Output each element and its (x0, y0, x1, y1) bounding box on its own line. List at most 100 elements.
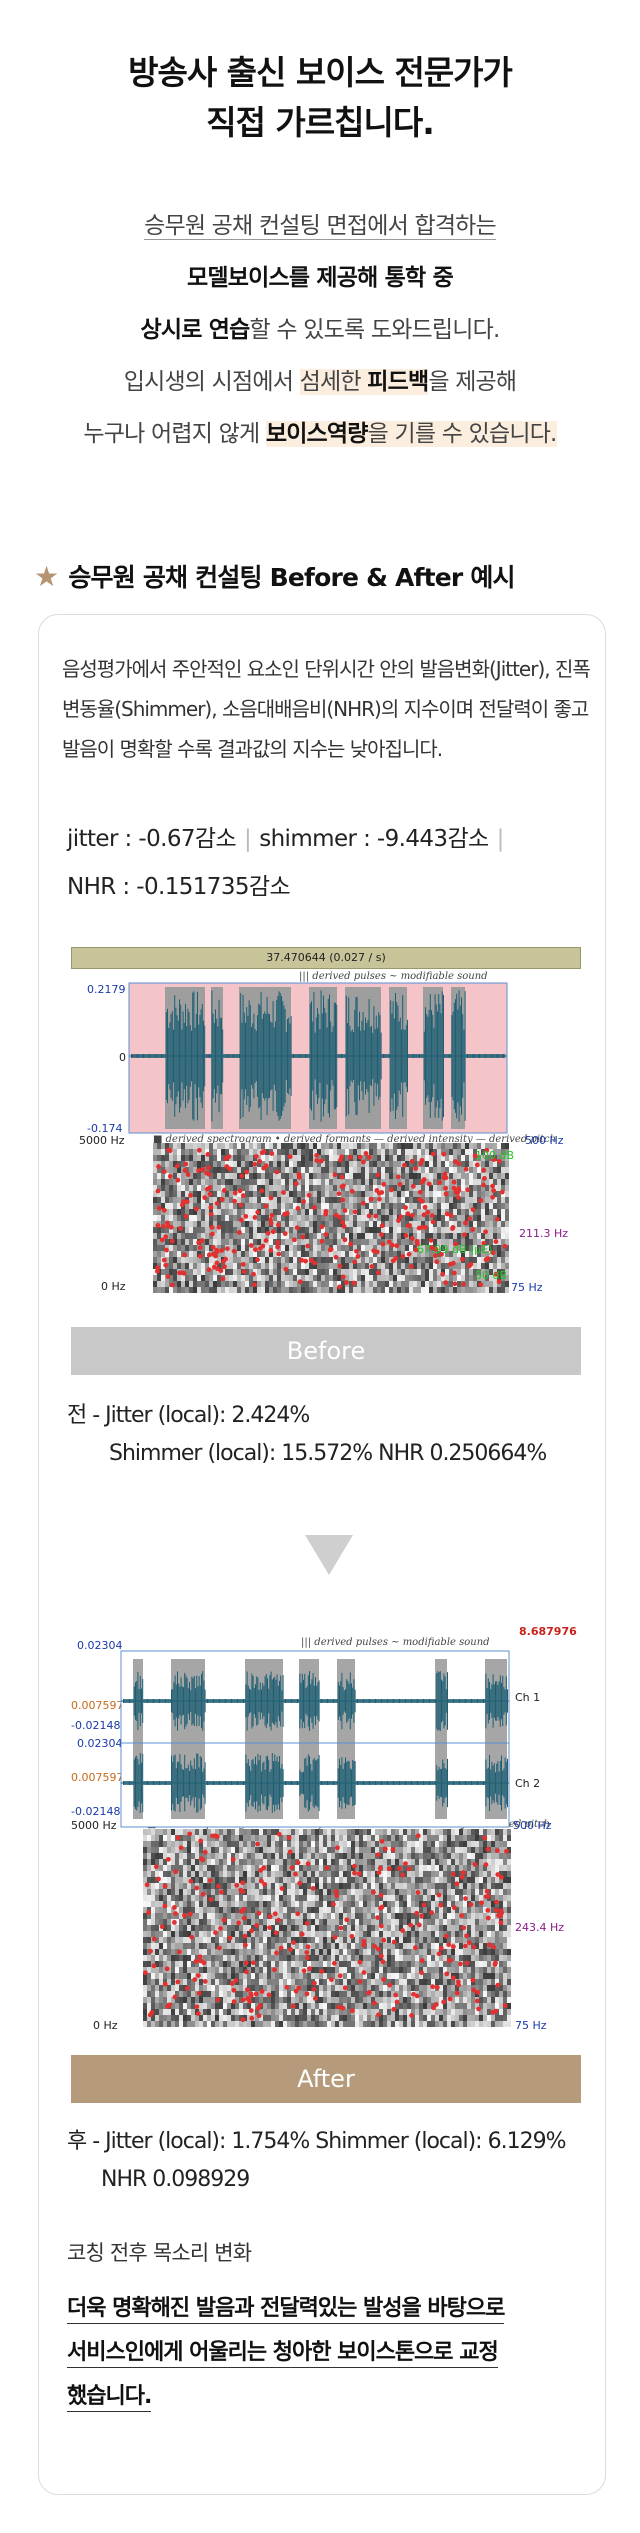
spectrogram-cell (241, 1179, 245, 1185)
spectrogram-cell (161, 1233, 165, 1239)
waveform-sample (299, 1054, 300, 1058)
spectrogram-cell (433, 1287, 437, 1293)
spectrogram-cell (305, 1221, 309, 1227)
spectrogram-cell (449, 1167, 453, 1173)
headline: 방송사 출신 보이스 전문가가 직접 가르칩니다. (0, 48, 640, 148)
waveform-sample (277, 1761, 279, 1805)
spectrogram-cell (237, 1143, 241, 1149)
waveform-sample (198, 1024, 200, 1088)
formant-dot (481, 1182, 486, 1188)
waveform-sample (364, 1781, 366, 1785)
spectrogram-cell (269, 1179, 273, 1185)
spectrogram-cell (167, 1979, 171, 1985)
spectrogram-cell (281, 1197, 285, 1203)
spectrogram-cell (167, 1949, 171, 1955)
spectrogram-cell (497, 1179, 501, 1185)
formant-dot (263, 1163, 269, 1169)
waveform-sample (285, 1031, 287, 1081)
waveform-sample (287, 1781, 289, 1785)
spectrogram-cell (247, 2015, 251, 2021)
spectrogram-cell (501, 1281, 505, 1287)
spectrogram-cell (417, 1155, 421, 1161)
waveform-sample (132, 1781, 134, 1785)
formant-dot (295, 1206, 301, 1211)
spectrogram-cell (273, 1191, 277, 1197)
spectrogram-cell (151, 1883, 155, 1889)
waveform-sample (303, 1054, 305, 1058)
spectrogram-cell (465, 1173, 469, 1179)
spectrogram-cell (489, 1179, 493, 1185)
waveform-sample (186, 1677, 188, 1725)
spectrogram-cell (241, 1287, 245, 1293)
spectrogram-cell (255, 1835, 259, 1841)
spectrogram-cell (203, 1967, 207, 1973)
spectrogram-cell (315, 1901, 319, 1907)
spectrogram-cell (445, 1215, 449, 1221)
spectrogram-cell (461, 1287, 465, 1293)
waveform-sample (258, 1003, 260, 1109)
spectrogram-cell (257, 1227, 261, 1233)
formant-dot (275, 1240, 281, 1245)
spectrogram-cell (279, 2015, 283, 2021)
spectrogram-cell (465, 1233, 469, 1239)
spectrogram-cell (177, 1263, 181, 1269)
spectrogram-cell (299, 1835, 303, 1841)
spectrogram-cell (293, 1227, 297, 1233)
waveform-sample (189, 1025, 191, 1087)
spectrogram-cell (159, 1847, 163, 1853)
spectrogram-cell (365, 1257, 369, 1263)
waveform-sample (155, 1054, 156, 1058)
spectrogram-cell (215, 1847, 219, 1853)
spectrogram-cell (357, 1167, 361, 1173)
spectrogram-cell (413, 1281, 417, 1287)
spectrogram-cell (179, 2021, 183, 2027)
formant-dot (204, 1170, 210, 1176)
spectrogram-cell (165, 1227, 169, 1233)
spectrogram-cell (159, 1949, 163, 1955)
spectrogram-cell (293, 1167, 297, 1173)
spectrogram-cell (297, 1275, 301, 1281)
spectrogram-cell (325, 1281, 329, 1287)
waveform-sample (341, 1757, 343, 1809)
spectrogram-cell (361, 1245, 365, 1251)
spectrogram-cell (189, 1143, 193, 1149)
spectrogram-cell (251, 1973, 255, 1979)
spectrogram-cell (307, 1829, 311, 1835)
spectrogram-cell (265, 1209, 269, 1215)
spectrogram-cell (389, 1167, 393, 1173)
waveform-sample (351, 1769, 352, 1797)
spectrogram-cell (287, 1883, 291, 1889)
waveform-sample (312, 1673, 314, 1729)
spectrogram-cell (253, 1149, 257, 1155)
spectrogram-cell (295, 2015, 299, 2021)
spectrogram-cell (247, 1943, 251, 1949)
waveform-sample (361, 1781, 363, 1785)
formant-dot (474, 1162, 480, 1168)
spectrogram-cell (151, 1895, 155, 1901)
spectrogram-cell (179, 1955, 183, 1961)
spectrogram-cell (357, 1239, 361, 1245)
spectrogram-cell (357, 1173, 361, 1179)
spectrogram-cell (205, 1269, 209, 1275)
spectrogram-cell (393, 1215, 397, 1221)
formant-dot (456, 1161, 462, 1167)
spectrogram-cell (267, 1979, 271, 1985)
spectrogram-cell (461, 1245, 465, 1251)
spectrogram-cell (163, 1865, 167, 1871)
spectrogram-cell (243, 2021, 247, 2027)
waveform-sample (233, 1781, 235, 1785)
spectrogram-cell (199, 1895, 203, 1901)
spectrogram-cell (261, 1209, 265, 1215)
spectrogram-cell (279, 2009, 283, 2015)
spectrogram-cell (425, 1233, 429, 1239)
headline-line-1: 방송사 출신 보이스 전문가가 (128, 53, 513, 92)
spectrogram-cell (171, 1871, 175, 1877)
spectrogram-cell (159, 1883, 163, 1889)
spectrogram-cell (231, 1895, 235, 1901)
spectrogram-cell (275, 1865, 279, 1871)
spectrogram-cell (247, 1835, 251, 1841)
spectrogram-cell (485, 1173, 489, 1179)
formant-dot (208, 1205, 214, 1210)
spectrogram-cell (453, 1251, 457, 1257)
waveform-sample (337, 1682, 339, 1720)
